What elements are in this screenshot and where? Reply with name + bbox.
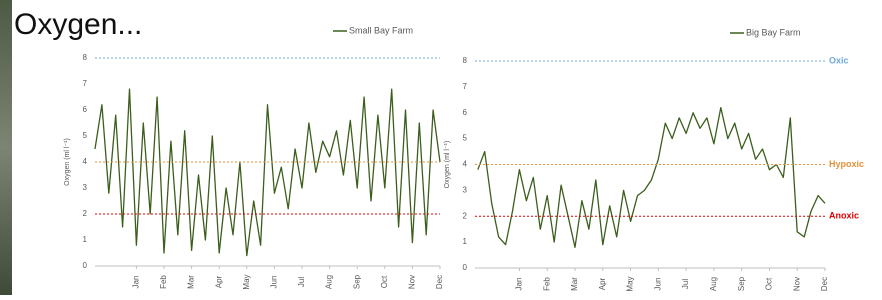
- x-tick-label: Aug: [325, 275, 334, 289]
- y-tick-label: 4: [463, 160, 468, 169]
- x-tick-label: Mar: [570, 277, 579, 291]
- y-tick-label: 5: [83, 131, 88, 140]
- x-tick-label: Feb: [159, 275, 168, 289]
- x-tick-label: Nov: [792, 277, 801, 291]
- y-tick-label: 0: [463, 263, 468, 272]
- x-tick-label: Feb: [542, 277, 551, 291]
- legend-label: Small Bay Farm: [349, 25, 413, 35]
- x-tick-label: Jun: [653, 278, 662, 291]
- y-tick-label: 7: [83, 79, 88, 88]
- x-tick-label: Oct: [380, 275, 389, 288]
- x-tick-label: Apr: [214, 275, 223, 288]
- data-line: [478, 108, 825, 248]
- x-tick-label: Jul: [681, 279, 690, 289]
- x-tick-label: May: [626, 276, 635, 291]
- y-tick-label: 1: [83, 235, 88, 244]
- photo-strip: [0, 0, 12, 295]
- y-tick-label: 4: [83, 157, 88, 166]
- x-tick-label: Sep: [352, 274, 361, 289]
- y-tick-label: 6: [83, 105, 88, 114]
- threshold-label: Hypoxic: [829, 159, 864, 169]
- y-tick-label: 7: [463, 82, 468, 91]
- y-axis-label: Oxygen (ml l⁻¹): [64, 138, 71, 186]
- y-tick-label: 0: [83, 261, 88, 270]
- x-tick-label: Sep: [737, 276, 746, 291]
- x-tick-label: Mar: [187, 275, 196, 289]
- threshold-label: Oxic: [829, 55, 849, 65]
- y-tick-label: 1: [463, 237, 468, 246]
- y-tick-label: 6: [463, 108, 468, 117]
- slide: Oxygen... 0 1 2 3 4 5 6 7 8 Jan Feb Mar Apr May Jun Jul…: [0, 0, 882, 295]
- page: {"title": "Oxygen...", "chart_data": [ {…: [0, 0, 882, 295]
- x-tick-label: Jun: [270, 276, 279, 289]
- x-tick-label: Jan: [132, 276, 141, 289]
- y-tick-label: 3: [83, 183, 88, 192]
- legend-label: Big Bay Farm: [746, 27, 801, 37]
- x-tick-label: Aug: [709, 277, 718, 291]
- x-tick-label: Nov: [408, 275, 417, 289]
- y-axis-label: Oxygen (ml l⁻¹): [444, 141, 451, 189]
- y-tick-label: 5: [463, 134, 468, 143]
- y-tick-label: 8: [463, 56, 468, 65]
- y-tick-label: 3: [463, 185, 468, 194]
- threshold-label: Anoxic: [829, 211, 859, 221]
- x-tick-label: Jan: [515, 278, 524, 291]
- x-tick-label: May: [242, 274, 251, 289]
- x-tick-label: Dec: [435, 275, 444, 289]
- data-line: [95, 89, 440, 255]
- x-tick-label: Oct: [765, 277, 774, 290]
- x-tick-label: Jul: [297, 277, 306, 287]
- x-tick-label: Apr: [598, 277, 607, 290]
- x-tick-label: Dec: [820, 277, 829, 291]
- y-tick-label: 2: [83, 209, 88, 218]
- y-tick-label: 8: [83, 53, 88, 62]
- y-tick-label: 2: [463, 211, 468, 220]
- slide-title: Oxygen...: [14, 8, 142, 41]
